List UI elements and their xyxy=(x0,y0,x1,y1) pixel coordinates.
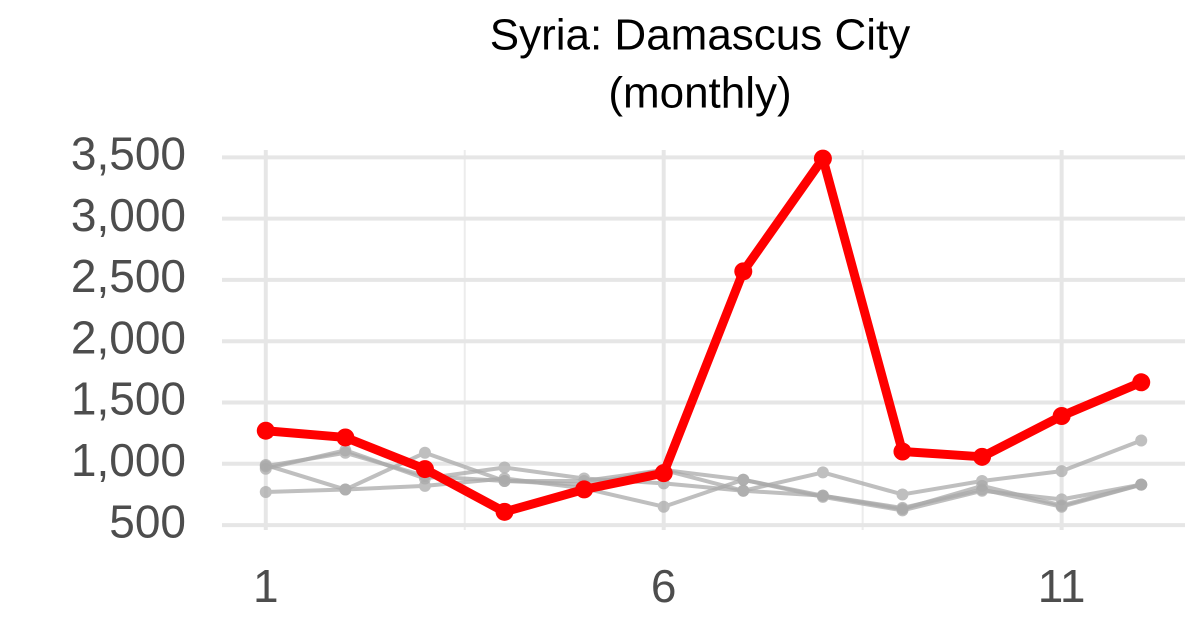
data-point xyxy=(973,447,992,466)
y-tick-label: 3,000 xyxy=(71,189,186,241)
data-point xyxy=(498,474,511,487)
data-point xyxy=(813,149,832,168)
data-point xyxy=(816,489,829,502)
data-point xyxy=(737,473,750,486)
data-point xyxy=(1052,407,1071,425)
data-point xyxy=(893,442,912,461)
data-point xyxy=(657,500,670,513)
data-point xyxy=(336,428,355,447)
x-tick-label: 6 xyxy=(651,560,677,612)
data-point xyxy=(498,461,511,474)
data-point xyxy=(1055,500,1068,513)
data-point xyxy=(259,460,272,473)
data-point xyxy=(816,466,829,479)
data-point xyxy=(737,484,750,497)
data-point xyxy=(495,502,514,521)
x-tick-label: 1 xyxy=(253,560,279,612)
data-point xyxy=(418,479,431,492)
y-tick-label: 1,000 xyxy=(71,434,186,486)
data-point xyxy=(734,262,753,281)
chart-subtitle: (monthly) xyxy=(608,69,791,118)
data-point xyxy=(654,464,673,483)
y-tick-label: 2,500 xyxy=(71,250,186,302)
y-tick-label: 1,500 xyxy=(71,373,186,425)
series-line xyxy=(265,450,1142,510)
data-point xyxy=(976,474,989,487)
data-point xyxy=(575,480,594,499)
series-line xyxy=(265,450,1142,512)
data-point xyxy=(1135,478,1148,491)
data-point xyxy=(256,421,275,440)
data-point xyxy=(1135,434,1148,447)
data-point xyxy=(259,486,272,498)
y-tick-label: 3,500 xyxy=(71,128,186,180)
data-point xyxy=(339,446,352,459)
y-tick-label: 2,000 xyxy=(71,311,186,363)
data-point xyxy=(976,483,989,496)
chart-title: Syria: Damascus City xyxy=(490,11,911,60)
data-point xyxy=(1132,373,1151,392)
series xyxy=(256,149,1151,521)
data-point xyxy=(896,501,909,514)
series-line xyxy=(265,154,1143,517)
data-point xyxy=(415,460,434,479)
y-tick-label: 500 xyxy=(109,495,186,547)
data-point xyxy=(339,483,352,496)
x-tick-label: 11 xyxy=(1038,560,1086,612)
data-point xyxy=(1055,465,1068,478)
data-point xyxy=(896,488,909,501)
data-point xyxy=(418,446,431,459)
